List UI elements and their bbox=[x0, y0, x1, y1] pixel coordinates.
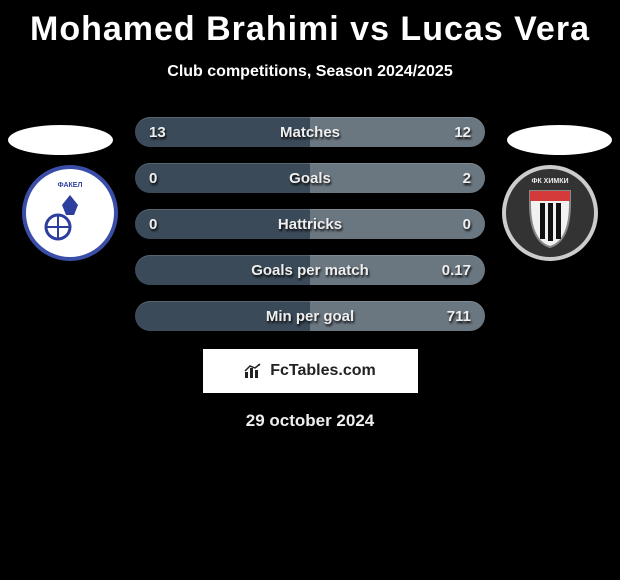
svg-text:ФАКЕЛ: ФАКЕЛ bbox=[58, 182, 83, 189]
brand-label: FcTables.com bbox=[270, 362, 376, 380]
date-label: 29 october 2024 bbox=[0, 411, 620, 431]
stat-bar-hattricks: 0 Hattricks 0 bbox=[135, 209, 485, 239]
comparison-stage: ФАКЕЛ ФК ХИМКИ 13 Matches 12 0 Goals 2 0… bbox=[0, 103, 620, 343]
stat-left-value: 0 bbox=[149, 170, 157, 187]
team-badge-left: ФАКЕЛ bbox=[20, 163, 120, 263]
stat-bar-matches: 13 Matches 12 bbox=[135, 117, 485, 147]
stat-label: Hattricks bbox=[278, 216, 342, 233]
stat-label: Matches bbox=[280, 124, 340, 141]
stat-label: Goals per match bbox=[251, 262, 369, 279]
stat-left-value: 0 bbox=[149, 216, 157, 233]
stat-bar-min-per-goal: Min per goal 711 bbox=[135, 301, 485, 331]
stat-left-value: 13 bbox=[149, 124, 166, 141]
chart-icon bbox=[244, 363, 264, 379]
stat-label: Min per goal bbox=[266, 308, 354, 325]
page-title: Mohamed Brahimi vs Lucas Vera bbox=[0, 0, 620, 49]
team-badge-right: ФК ХИМКИ bbox=[500, 163, 600, 263]
svg-text:ФК ХИМКИ: ФК ХИМКИ bbox=[531, 178, 568, 185]
player-right-platform bbox=[507, 125, 612, 155]
stat-right-value: 2 bbox=[463, 170, 471, 187]
stat-bar-goals-per-match: Goals per match 0.17 bbox=[135, 255, 485, 285]
stat-bar-goals: 0 Goals 2 bbox=[135, 163, 485, 193]
stat-right-value: 711 bbox=[447, 308, 471, 325]
stat-right-value: 0.17 bbox=[442, 262, 471, 279]
player-left-platform bbox=[8, 125, 113, 155]
stat-label: Goals bbox=[289, 170, 331, 187]
brand-box[interactable]: FcTables.com bbox=[203, 349, 418, 393]
stat-bars: 13 Matches 12 0 Goals 2 0 Hattricks 0 Go… bbox=[135, 117, 485, 347]
subtitle: Club competitions, Season 2024/2025 bbox=[0, 63, 620, 81]
stat-right-value: 12 bbox=[454, 124, 471, 141]
stat-right-value: 0 bbox=[463, 216, 471, 233]
